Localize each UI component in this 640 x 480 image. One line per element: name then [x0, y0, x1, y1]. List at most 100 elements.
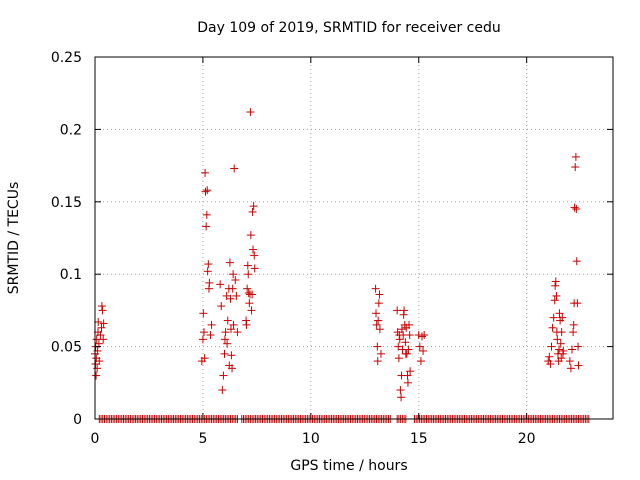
- x-tick-label: 5: [198, 431, 207, 447]
- data-point: [372, 320, 381, 329]
- data-point: [546, 359, 555, 368]
- data-point: [397, 325, 406, 334]
- data-point: [415, 342, 424, 351]
- x-tick-label: 0: [91, 431, 100, 447]
- data-point: [553, 335, 562, 344]
- data-point: [233, 328, 242, 337]
- data-point: [555, 345, 564, 354]
- data-point: [93, 364, 102, 373]
- data-point: [569, 320, 578, 329]
- data-point: [246, 108, 255, 117]
- data-point: [226, 325, 235, 334]
- data-points: [91, 108, 593, 423]
- data-point: [223, 339, 232, 348]
- data-point: [547, 342, 556, 351]
- data-point: [549, 313, 558, 322]
- y-axis-ticks: 0 0.05 0.1 0.15 0.2 0.25: [51, 50, 613, 428]
- data-point: [420, 331, 429, 340]
- y-tick-label: 0.15: [51, 195, 82, 211]
- data-point: [402, 349, 411, 358]
- data-point: [98, 306, 107, 315]
- data-point: [250, 264, 259, 273]
- data-point: [249, 202, 258, 211]
- data-point: [559, 346, 568, 355]
- data-point: [373, 357, 382, 366]
- plot-frame: [94, 56, 614, 420]
- data-point: [397, 393, 406, 402]
- data-point: [375, 290, 384, 299]
- data-point: [202, 222, 211, 231]
- data-point: [394, 354, 403, 363]
- data-point: [567, 345, 576, 354]
- data-point: [97, 323, 106, 332]
- chart-title: Day 109 of 2019, SRMTID for receiver ced…: [197, 20, 500, 36]
- data-point: [572, 205, 581, 214]
- data-point: [244, 270, 253, 279]
- y-tick-label: 0: [73, 412, 82, 428]
- data-point: [545, 352, 554, 361]
- data-point: [243, 284, 252, 293]
- data-point: [372, 309, 381, 318]
- data-point: [225, 258, 234, 267]
- y-tick-label: 0.05: [51, 340, 82, 356]
- data-point: [405, 320, 414, 329]
- data-point: [406, 367, 415, 376]
- data-point: [404, 345, 413, 354]
- data-point: [419, 346, 428, 355]
- data-point: [572, 257, 581, 266]
- data-point: [228, 364, 237, 373]
- data-point: [247, 306, 256, 315]
- y-tick-label: 0.25: [51, 50, 82, 66]
- data-point: [400, 306, 409, 315]
- data-point: [201, 168, 210, 177]
- data-point: [243, 261, 252, 270]
- data-point: [548, 323, 557, 332]
- data-point: [207, 320, 216, 329]
- data-point: [569, 328, 578, 337]
- data-point: [220, 349, 229, 358]
- data-point: [394, 342, 403, 351]
- data-point: [218, 386, 227, 395]
- data-point: [401, 338, 410, 347]
- data-point: [250, 251, 259, 260]
- data-point: [555, 309, 564, 318]
- data-point: [202, 210, 211, 219]
- data-point: [405, 331, 414, 340]
- data-point: [566, 364, 575, 373]
- data-point: [199, 328, 208, 337]
- y-tick-label: 0.1: [60, 267, 82, 283]
- x-axis-ticks: 0 5 10 15 20: [91, 57, 536, 447]
- data-point: [558, 313, 567, 322]
- data-point: [248, 290, 257, 299]
- data-point: [571, 163, 580, 172]
- data-point: [557, 354, 566, 363]
- data-point: [217, 302, 226, 311]
- data-point: [557, 328, 566, 337]
- data-point: [198, 335, 207, 344]
- data-point: [416, 357, 425, 366]
- data-point: [221, 328, 230, 337]
- data-point: [574, 342, 583, 351]
- data-point: [393, 306, 402, 315]
- data-point: [229, 270, 238, 279]
- data-point: [203, 267, 212, 276]
- data-point: [229, 320, 238, 329]
- data-point: [227, 351, 236, 360]
- data-point: [551, 281, 560, 290]
- data-point: [373, 342, 382, 351]
- x-axis-label: GPS time / hours: [290, 458, 407, 474]
- grid: [95, 57, 613, 419]
- data-point: [574, 361, 583, 370]
- data-point: [244, 289, 253, 298]
- data-point: [245, 299, 254, 308]
- data-point: [226, 294, 235, 303]
- data-point: [97, 302, 106, 311]
- data-point: [228, 284, 237, 293]
- data-point: [95, 357, 104, 366]
- data-point: [99, 319, 108, 328]
- data-point: [242, 320, 251, 329]
- data-point: [99, 335, 108, 344]
- x-tick-label: 10: [302, 431, 320, 447]
- data-point: [403, 371, 412, 380]
